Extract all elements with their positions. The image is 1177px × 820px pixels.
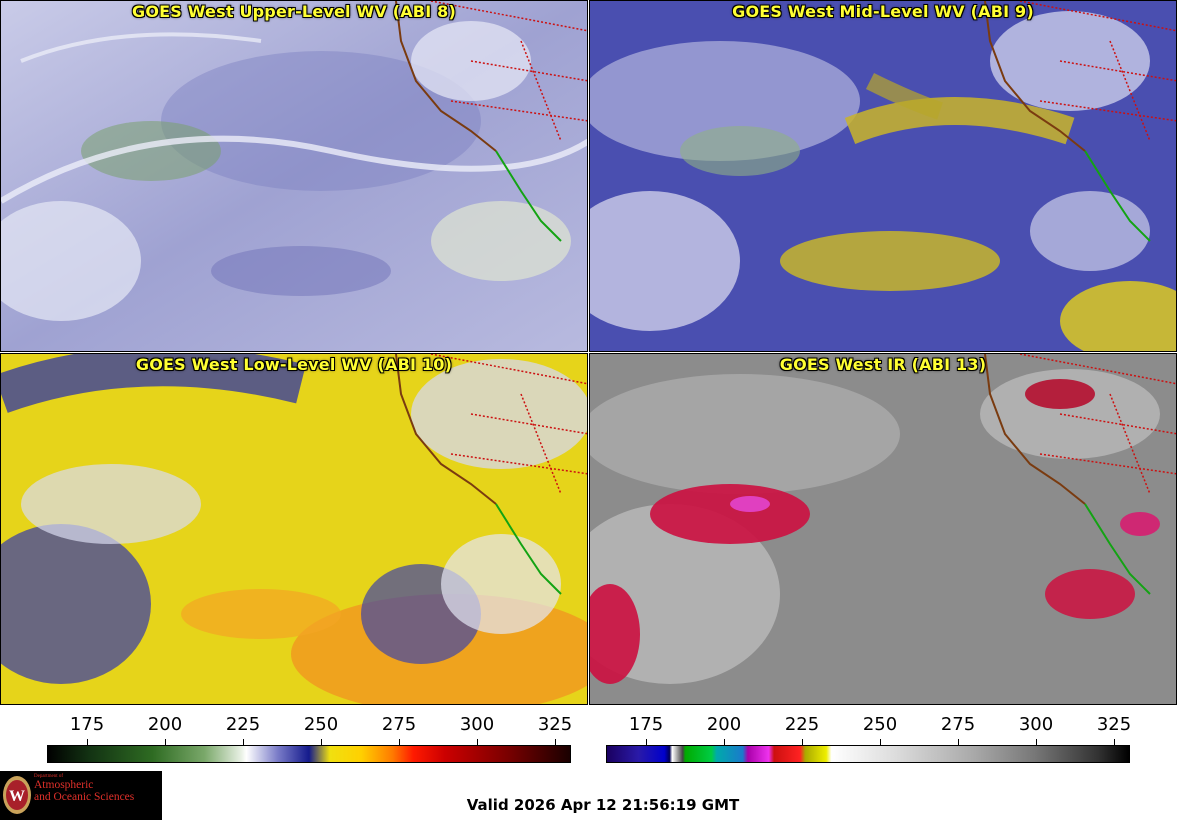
logo-line-2: and Oceanic Sciences — [34, 791, 135, 804]
aos-logo-text: Department of Atmospheric and Oceanic Sc… — [34, 774, 134, 803]
tick-mark — [1114, 739, 1115, 745]
tick-label: 200 — [706, 714, 742, 735]
tick-label: 175 — [628, 714, 664, 735]
tick-mark — [555, 739, 556, 745]
tick-label: 275 — [381, 714, 417, 735]
panel-title: GOES West IR (ABI 13) — [779, 355, 987, 374]
panel-title: GOES West Upper-Level WV (ABI 8) — [132, 2, 456, 21]
tick-label: 325 — [537, 714, 573, 735]
wv-colorbar-ticks: 175 200 225 250 275 300 325 — [47, 712, 607, 745]
ir-image — [590, 354, 1176, 704]
valid-time: Valid 2026 Apr 12 21:56:19 GMT — [466, 796, 740, 814]
tick-mark — [880, 739, 881, 745]
tick-mark — [321, 739, 322, 745]
svg-text:W: W — [9, 788, 25, 805]
tick-label: 250 — [862, 714, 898, 735]
tick-label: 325 — [1096, 714, 1132, 735]
tick-label: 250 — [303, 714, 339, 735]
tick-label: 300 — [1018, 714, 1054, 735]
mid-level-wv-panel: GOES West Mid-Level WV (ABI 9) — [589, 0, 1177, 352]
tick-label: 200 — [147, 714, 183, 735]
mid-level-wv-image — [590, 1, 1176, 351]
aos-logo: W Department of Atmospheric and Oceanic … — [0, 771, 162, 820]
panel-title: GOES West Low-Level WV (ABI 10) — [135, 355, 453, 374]
wv-colorbar-gradient — [47, 745, 571, 763]
ir-colorbar-ticks: 175 200 225 250 275 300 325 — [606, 712, 1166, 745]
tick-mark — [958, 739, 959, 745]
low-level-wv-panel: GOES West Low-Level WV (ABI 10) — [0, 353, 588, 705]
upper-level-wv-panel: GOES West Upper-Level WV (ABI 8) — [0, 0, 588, 352]
wv-colorbar: 175 200 225 250 275 300 325 — [47, 712, 607, 772]
uw-seal-icon: W — [3, 776, 31, 814]
tick-label: 225 — [784, 714, 820, 735]
tick-mark — [802, 739, 803, 745]
tick-mark — [243, 739, 244, 745]
tick-mark — [399, 739, 400, 745]
tick-mark — [87, 739, 88, 745]
ir-colorbar: 175 200 225 250 275 300 325 — [606, 712, 1166, 772]
tick-mark — [724, 739, 725, 745]
panel-title: GOES West Mid-Level WV (ABI 9) — [732, 2, 1034, 21]
tick-label: 175 — [69, 714, 105, 735]
tick-mark — [646, 739, 647, 745]
tick-label: 300 — [459, 714, 495, 735]
tick-mark — [1036, 739, 1037, 745]
logo-small-line: Department of — [34, 774, 64, 779]
tick-mark — [165, 739, 166, 745]
tick-label: 225 — [225, 714, 261, 735]
tick-label: 275 — [940, 714, 976, 735]
ir-colorbar-gradient — [606, 745, 1130, 763]
low-level-wv-image — [1, 354, 587, 704]
logo-line-1: Atmospheric — [34, 779, 94, 792]
tick-mark — [477, 739, 478, 745]
ir-panel: GOES West IR (ABI 13) — [589, 353, 1177, 705]
upper-level-wv-image — [1, 1, 587, 351]
